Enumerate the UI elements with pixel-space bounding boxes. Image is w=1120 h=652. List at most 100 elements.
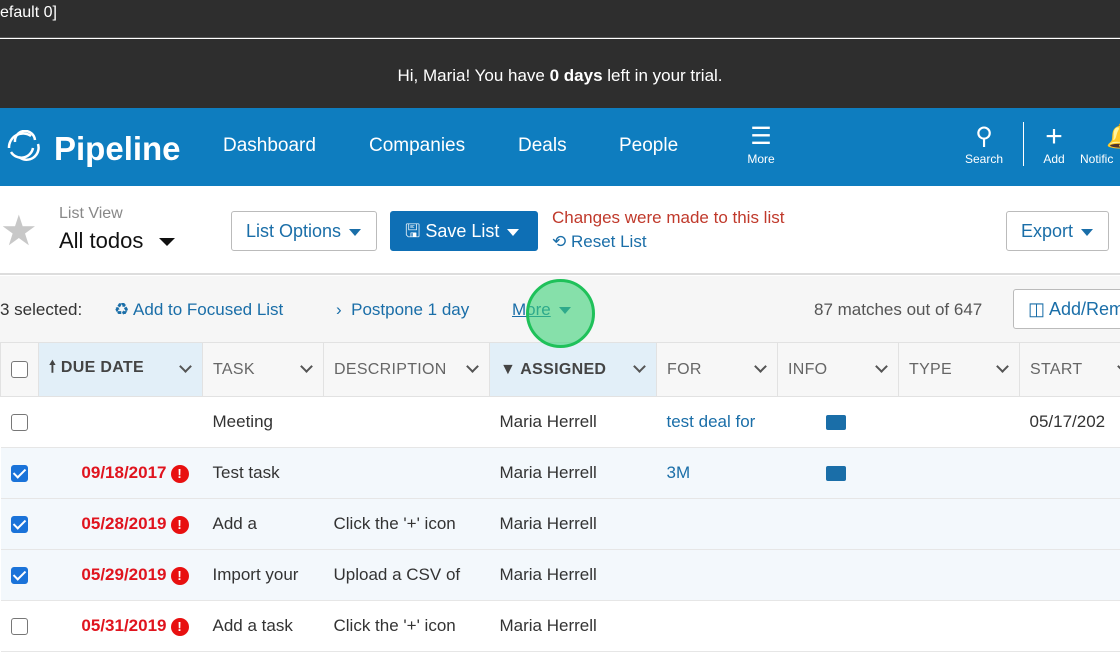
chevron-down-icon[interactable] (633, 360, 646, 373)
contact-card-icon[interactable] (826, 415, 846, 430)
brand-name[interactable]: Pipeline (54, 130, 181, 168)
chevron-right-icon: › (336, 300, 351, 319)
description-cell: Click the '+' icon (324, 601, 490, 652)
due-date: 05/28/2019 (81, 514, 166, 533)
row-select-cell (1, 448, 39, 499)
row-select-cell (1, 499, 39, 550)
column-type[interactable]: TYPE (899, 343, 1020, 397)
task-cell[interactable]: Import your (203, 550, 324, 601)
row-checkbox[interactable] (11, 465, 28, 482)
row-select-cell (1, 397, 39, 448)
column-for[interactable]: FOR (657, 343, 778, 397)
main-nav: Pipeline Dashboard Companies Deals Peopl… (0, 108, 1120, 186)
description-cell: Click the '+' icon (324, 499, 490, 550)
nav-add[interactable]: +Add (1019, 122, 1089, 166)
trial-text: Hi, Maria! You have (397, 66, 549, 85)
assigned-cell: Maria Herrell (490, 397, 657, 448)
row-select-cell (1, 550, 39, 601)
due-date-cell: 05/31/2019! (39, 601, 203, 652)
task-cell[interactable]: Test task (203, 448, 324, 499)
favorite-star-icon[interactable]: ★ (0, 206, 38, 255)
nav-dashboard[interactable]: Dashboard (223, 135, 316, 157)
export-button[interactable]: Export (1006, 211, 1109, 251)
list-selector[interactable]: All todos (59, 228, 175, 254)
column-task[interactable]: TASK (203, 343, 324, 397)
assigned-cell: Maria Herrell (490, 550, 657, 601)
filter-icon: ▼ (500, 361, 520, 378)
description-cell (324, 397, 490, 448)
table-header: 🠕 DUE DATE TASK DESCRIPTION ▼ ASSIGNED F… (1, 343, 1120, 397)
table-row[interactable]: 05/31/2019! Add a task Click the '+' ico… (1, 601, 1120, 652)
start-cell (1020, 499, 1120, 550)
due-date: 09/18/2017 (81, 463, 166, 482)
save-list-button[interactable]: 🖫 Save List (390, 211, 538, 251)
row-checkbox[interactable] (11, 618, 28, 635)
due-date-cell: 05/29/2019! (39, 550, 203, 601)
for-cell[interactable] (657, 499, 778, 550)
list-name: All todos (59, 228, 143, 253)
start-cell (1020, 601, 1120, 652)
add-remove-columns-button[interactable]: ◫ Add/Rem (1013, 289, 1120, 329)
nav-notifications[interactable]: 🔔Notific (1080, 122, 1120, 166)
reset-list-link[interactable]: ⟲ Reset List (552, 232, 647, 252)
click-indicator (526, 279, 595, 348)
pipeline-logo-icon (5, 130, 41, 166)
for-cell[interactable]: 3M (657, 448, 778, 499)
task-cell[interactable]: Add a task (203, 601, 324, 652)
chevron-down-icon[interactable] (754, 360, 767, 373)
chevron-down-icon[interactable] (179, 360, 192, 373)
menu-icon: ☰ (726, 122, 796, 152)
type-cell (899, 550, 1020, 601)
table-row[interactable]: 09/18/2017! Test task Maria Herrell 3M (1, 448, 1120, 499)
type-cell (899, 397, 1020, 448)
row-select-cell (1, 601, 39, 652)
row-checkbox[interactable] (11, 414, 28, 431)
nav-more-label: More (747, 152, 774, 166)
task-cell[interactable]: Meeting (203, 397, 324, 448)
for-cell[interactable] (657, 550, 778, 601)
for-cell[interactable] (657, 601, 778, 652)
due-date: 05/29/2019 (81, 565, 166, 584)
info-cell (778, 601, 899, 652)
nav-search[interactable]: ⚲Search (949, 122, 1019, 166)
for-cell[interactable]: test deal for (657, 397, 778, 448)
bell-icon: 🔔 (1080, 122, 1120, 152)
type-cell (899, 448, 1020, 499)
column-info[interactable]: INFO (778, 343, 899, 397)
select-all-checkbox[interactable] (11, 361, 28, 378)
row-checkbox[interactable] (11, 516, 28, 533)
info-cell (778, 550, 899, 601)
nav-deals[interactable]: Deals (518, 135, 567, 157)
add-to-focused-list-button[interactable]: ♻ Add to Focused List (114, 300, 283, 320)
due-date-cell: 09/18/2017! (39, 448, 203, 499)
info-cell (778, 499, 899, 550)
contact-card-icon[interactable] (826, 466, 846, 481)
save-icon: 🖫 (405, 221, 425, 241)
column-start[interactable]: START (1020, 343, 1120, 397)
column-assigned[interactable]: ▼ ASSIGNED (490, 343, 657, 397)
columns-icon: ◫ (1028, 299, 1049, 319)
chevron-down-icon[interactable] (875, 360, 888, 373)
table-row[interactable]: 05/29/2019! Import your Upload a CSV of … (1, 550, 1120, 601)
changes-notice: Changes were made to this list (552, 208, 784, 228)
nav-people[interactable]: People (619, 135, 678, 157)
table-row[interactable]: 05/28/2019! Add a Click the '+' icon Mar… (1, 499, 1120, 550)
table-row[interactable]: Meeting Maria Herrell test deal for 05/1… (1, 397, 1120, 448)
caret-down-icon (159, 238, 175, 246)
task-cell[interactable]: Add a (203, 499, 324, 550)
chevron-down-icon[interactable] (300, 360, 313, 373)
nav-companies[interactable]: Companies (369, 135, 465, 157)
postpone-button[interactable]: › Postpone 1 day (336, 300, 469, 320)
nav-add-label: Add (1043, 152, 1064, 166)
selected-count: 3 selected: (0, 300, 82, 320)
select-all-cell (1, 343, 39, 397)
column-description[interactable]: DESCRIPTION (324, 343, 490, 397)
chevron-down-icon[interactable] (996, 360, 1009, 373)
row-checkbox[interactable] (11, 567, 28, 584)
type-cell (899, 601, 1020, 652)
nav-more[interactable]: ☰More (726, 122, 796, 166)
overdue-alert-icon: ! (171, 567, 189, 585)
list-options-button[interactable]: List Options (231, 211, 377, 251)
column-due-date[interactable]: 🠕 DUE DATE (39, 343, 203, 397)
chevron-down-icon[interactable] (466, 360, 479, 373)
